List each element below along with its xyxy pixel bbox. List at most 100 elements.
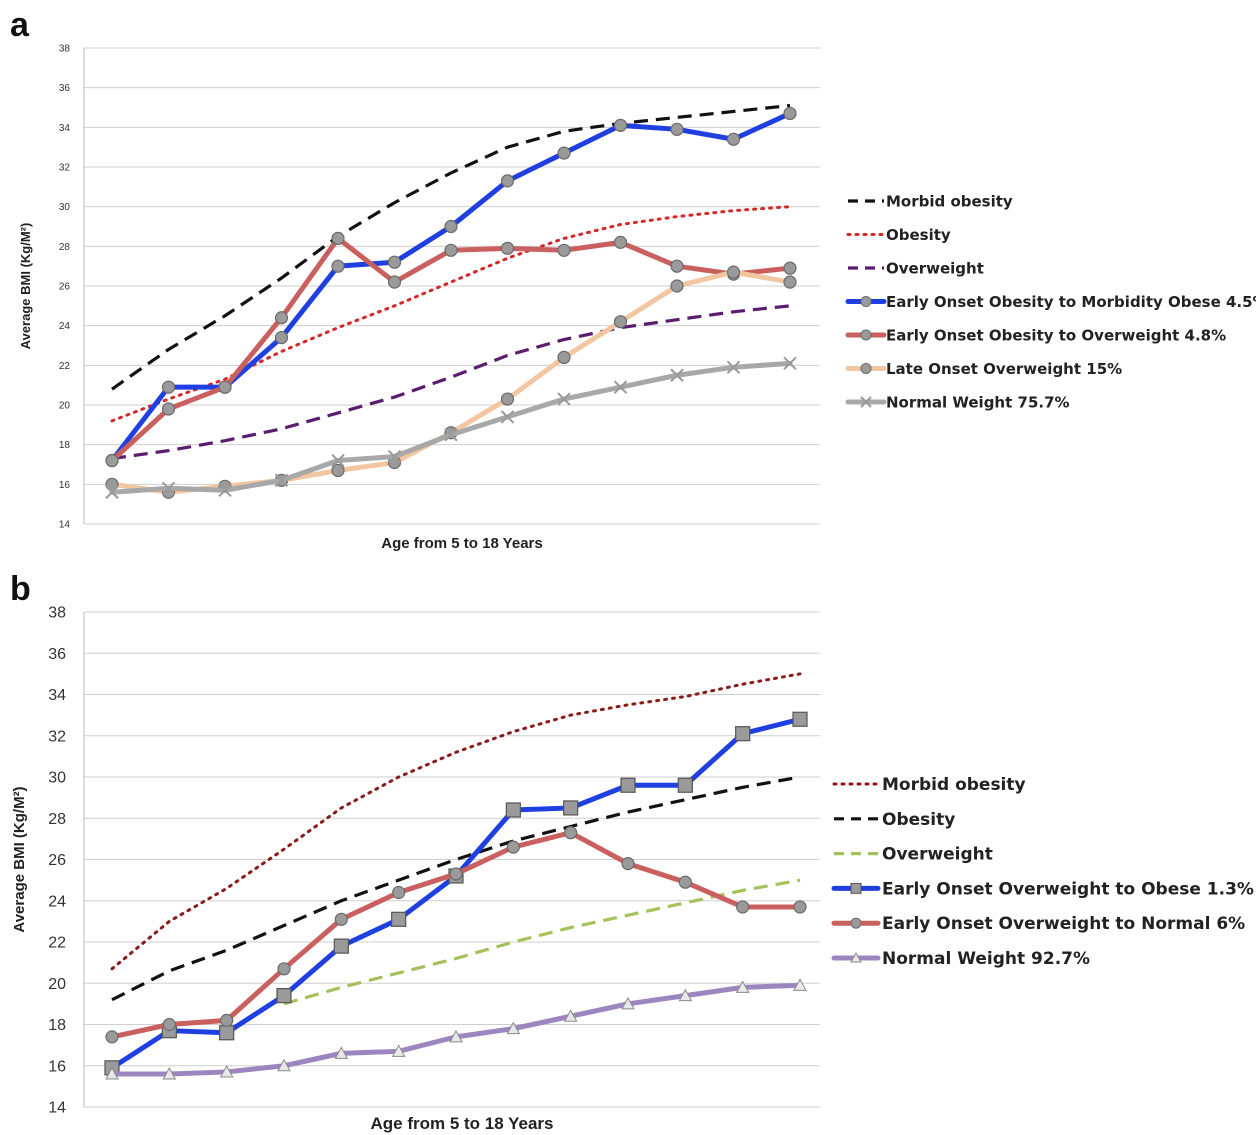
legend-item: Obesity [834,810,955,830]
data-point [334,1046,349,1059]
data-point [277,1058,291,1072]
panel-label: b [10,570,31,608]
data-point [219,1064,234,1078]
data-point [670,122,684,136]
data-point [557,146,571,160]
data-point [161,380,176,394]
legend-item: Early Onset Obesity to Overweight 4.8% [845,326,1226,344]
y-tick-label: 32 [59,163,71,174]
data-point [500,174,515,188]
data-point [726,265,741,279]
legend-item: Morbid obesity [848,192,1013,210]
y-tick-label: 22 [59,361,71,372]
legend-item: Overweight [834,845,993,865]
data-point [613,235,628,249]
data-point [557,243,571,257]
data-point [736,900,750,914]
legend-item: Early Onset Overweight to Obese 1.3% [831,879,1254,899]
data-point [557,392,571,406]
data-point [564,826,578,840]
data-point [678,875,692,889]
data-point [105,485,119,499]
data-point [274,473,289,488]
series-4 [105,826,807,1044]
data-point [449,1029,463,1043]
data-point [620,777,636,793]
series-line [109,110,793,464]
data-point [783,356,797,371]
y-tick-label: 34 [59,123,71,134]
y-tick-label: 28 [48,811,66,828]
series-line [110,205,792,423]
data-point [161,402,176,416]
y-tick-label: 18 [48,1017,66,1034]
y-axis-title: Average BMI (Kg/M²) [11,786,28,932]
series-5 [105,265,797,499]
y-tick-label: 26 [59,282,71,293]
data-point [444,243,458,257]
data-point [105,1030,119,1044]
data-point [277,962,291,976]
panel-b: b 14 16 18 20 22 24 26 28 30 32 34 36 38 Age from 5 to… [10,570,1254,1133]
data-point [557,350,571,364]
series-6 [105,356,797,499]
data-point [276,988,292,1004]
data-point [670,279,684,293]
series-2 [111,304,791,461]
data-point [613,380,628,394]
data-point [621,996,635,1010]
data-point [331,463,345,478]
x-axis-title: Age from 5 to 18 Years [371,1114,554,1133]
data-point [105,453,119,468]
panel-a: a 14 16 18 20 22 24 26 28 30 32 34 36 38 Age from 5 to… [10,6,1256,552]
y-axis-title: Average BMI (Kg/M²) [18,223,33,350]
legend-item: Obesity [846,226,951,244]
series-line [111,103,791,391]
legend-label: Overweight [882,845,993,865]
data-point [500,241,515,255]
data-point [793,978,807,991]
data-point [391,1044,406,1057]
y-tick-label: 24 [48,893,66,910]
data-point [387,449,402,464]
y-tick-label: 16 [48,1058,66,1075]
legend-label: Normal Weight 92.7% [882,949,1090,969]
data-point [670,368,684,382]
data-point [161,481,176,496]
legend-item: Overweight [848,259,984,277]
data-point [563,1009,578,1022]
data-point [678,988,693,1002]
y-tick-label: 28 [59,242,71,253]
data-point [677,777,693,793]
data-point [563,800,579,816]
y-tick-label: 30 [59,202,71,213]
x-axis-title: Age from 5 to 18 Years [381,535,542,552]
data-point [613,315,628,329]
data-point [105,1066,119,1080]
data-point [670,259,684,273]
y-tick-label: 38 [59,44,71,55]
legend-item: Normal Weight 75.7% [845,393,1070,411]
y-tick-label: 20 [48,976,66,993]
legend-item: Morbid obesity [832,775,1026,795]
y-tick-label: 38 [48,605,66,622]
series-1 [110,205,792,423]
y-tick-label: 34 [48,687,66,704]
series-5 [105,978,807,1080]
data-point [274,330,289,345]
series-line [111,304,791,461]
data-point [735,726,751,742]
data-point [505,802,521,818]
data-point [726,132,741,146]
data-point [449,867,463,881]
legend-label: Early Onset Obesity to Overweight 4.8% [886,326,1226,344]
legend-label: Early Onset Obesity to Morbidity Obese 4… [886,293,1256,311]
legend-label: Normal Weight 75.7% [886,393,1070,411]
y-tick-label: 18 [59,440,71,451]
legend-item: Late Onset Overweight 15% [845,360,1122,378]
data-point [331,259,345,273]
data-point [792,711,808,727]
data-point [783,275,797,289]
data-point [444,219,458,234]
series-line [109,830,803,1040]
